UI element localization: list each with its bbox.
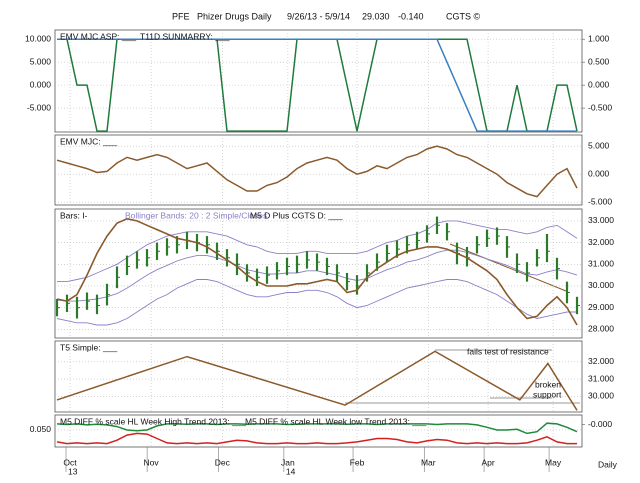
series-line	[56, 432, 577, 445]
year-label: 14	[286, 466, 296, 476]
series-line	[56, 145, 578, 198]
y2-tick-label: 1.000	[588, 33, 610, 43]
annotation: broken	[535, 379, 561, 389]
x-tick-label: Feb	[350, 457, 365, 467]
y-tick-label: 28.000	[588, 324, 614, 334]
panel-frame	[54, 208, 583, 339]
y-tick-label: 30.000	[588, 280, 614, 290]
x-tick-label: Dec	[215, 457, 231, 467]
series-label: Bollinger Bands: 20 : 2 Simple/Closes	[125, 210, 267, 220]
annotation: fails test of resistance	[467, 346, 549, 356]
y2-tick-label: -0.500	[588, 102, 612, 112]
price-change: -0.140	[398, 11, 424, 21]
date-range: 9/26/13 - 5/9/14	[287, 11, 350, 21]
x-tick-label: Apr	[481, 457, 494, 467]
bollinger-upper	[57, 220, 578, 283]
panel-frame	[54, 340, 583, 413]
x-axis-label: Daily	[598, 459, 618, 469]
panel-frame	[54, 134, 583, 206]
series-label: M5 DIFF % scale HL Week High Trend 2013:…	[60, 416, 246, 426]
trendline	[449, 243, 567, 292]
panel-frame	[54, 414, 583, 448]
y-tick-label: -5.000	[27, 102, 51, 112]
panel-frame	[54, 29, 583, 133]
source: CGTS ©	[446, 11, 481, 21]
series-line	[56, 422, 578, 435]
y-tick-label: 30.000	[588, 391, 614, 401]
series-line	[56, 217, 578, 326]
bollinger-lower	[56, 279, 577, 326]
series-label: M5 DIFF % scale HL Week low Trend 2013: …	[245, 416, 427, 426]
y-tick-label: 0.000	[30, 79, 52, 89]
y2-tick-label: 0.500	[588, 56, 610, 66]
y-tick-label: 5.000	[30, 56, 52, 66]
x-tick-label: Jan	[281, 457, 295, 467]
series-label: T5 Simple: ___	[60, 342, 117, 352]
year-label: 13	[68, 466, 78, 476]
last-price: 29.030	[362, 11, 390, 21]
series-label: EMV MJC: ___	[60, 136, 117, 146]
y-tick-label: 29.000	[588, 302, 614, 312]
y-tick-label: 0.000	[588, 168, 610, 178]
y-tick-label: 10.000	[25, 33, 51, 43]
x-tick-label: Nov	[144, 457, 160, 467]
series-label: EMV MJC ASP: ___	[60, 31, 136, 41]
x-tick-label: Mar	[421, 457, 436, 467]
y-tick-label: 33.000	[588, 215, 614, 225]
y-tick-label: -5.000	[588, 196, 612, 206]
series-label: T11D SUNMARRY: ___	[140, 31, 230, 41]
series-line	[56, 350, 578, 411]
y-tick-label: 5.000	[588, 140, 610, 150]
series-line	[57, 38, 577, 132]
series-label: M5 D Plus CGTS D: ___	[250, 210, 343, 220]
annotation: support	[533, 389, 562, 399]
y-tick-label: 31.000	[588, 373, 614, 383]
x-tick-label: May	[545, 457, 562, 467]
y2-tick-label: 0.000	[588, 79, 610, 89]
y-tick-label: 31.000	[588, 259, 614, 269]
series-label: Bars: I-	[60, 210, 88, 220]
bollinger-middle	[56, 249, 578, 302]
y-tick-label: 32.000	[588, 356, 614, 366]
chart-title: Phizer Drugs Daily	[197, 11, 272, 21]
x-tick-label: Oct	[63, 457, 77, 467]
y-tick-label: 32.000	[588, 237, 614, 247]
y2-tick-label: -0.000	[588, 419, 612, 429]
y-tick-label: 0.050	[30, 424, 52, 434]
symbol: PFE	[172, 11, 190, 21]
